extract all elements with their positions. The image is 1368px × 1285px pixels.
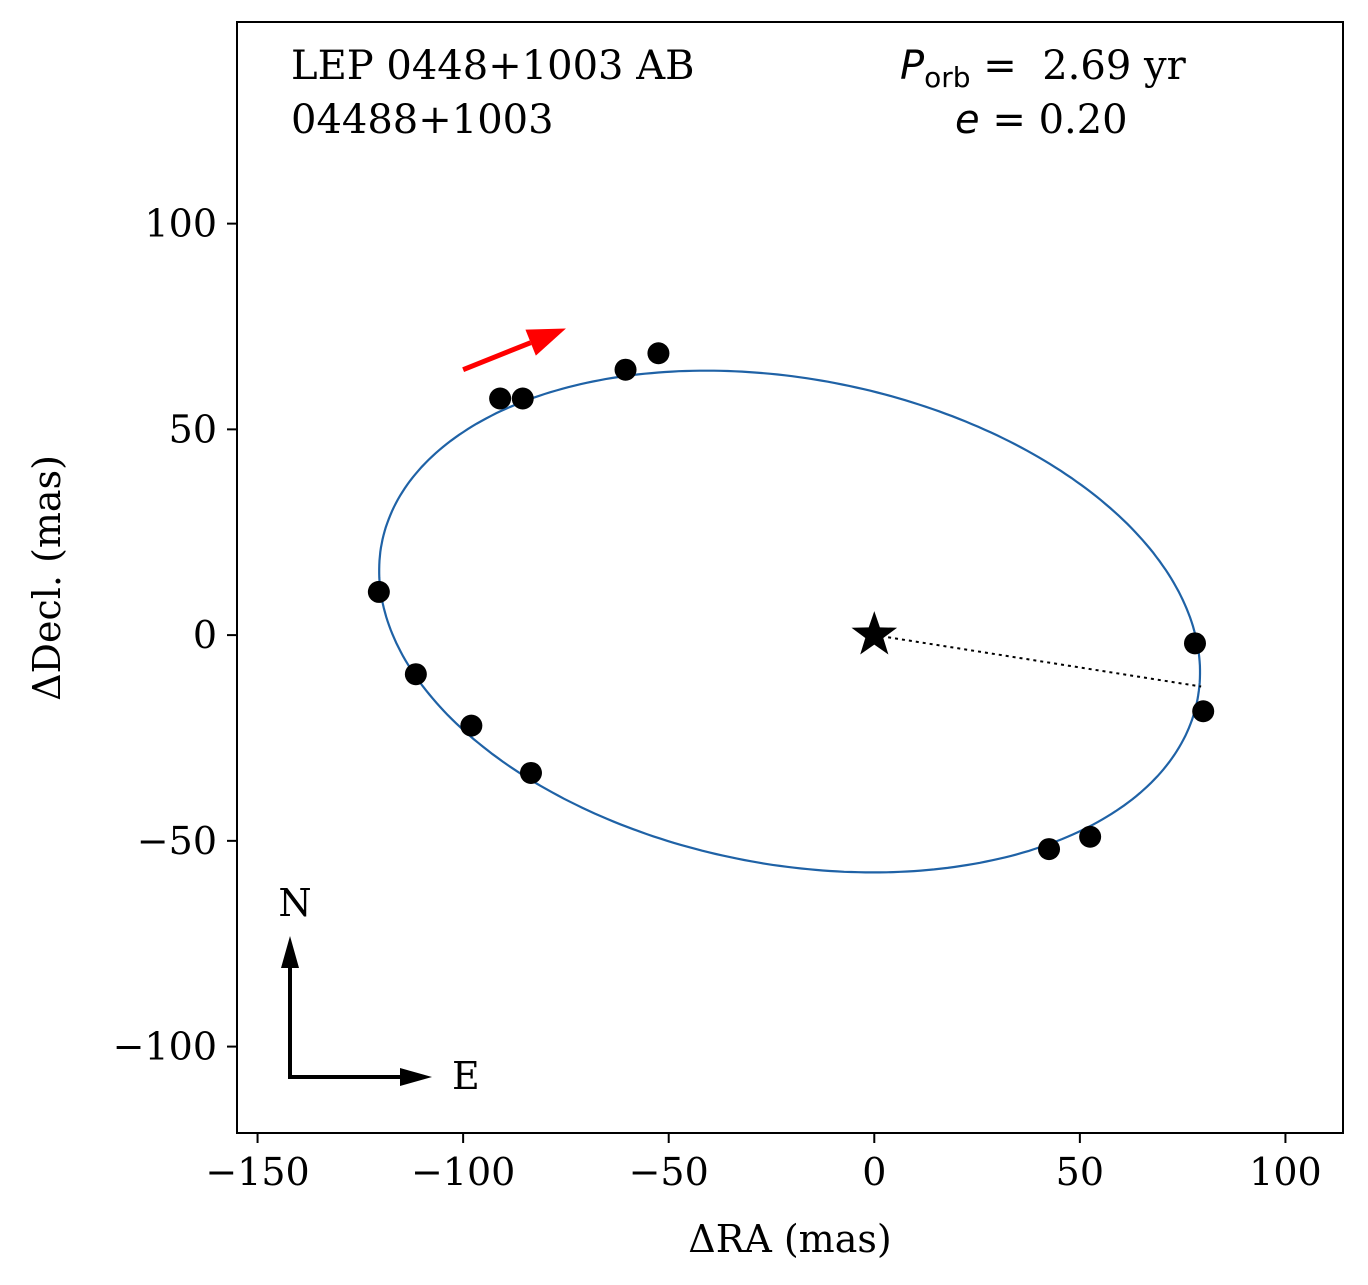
y-tick-label: 0 <box>193 613 217 657</box>
observation-point <box>460 714 483 737</box>
observation-point <box>1183 632 1206 655</box>
north-arrow-head <box>281 936 299 968</box>
periastron-line <box>874 634 1202 688</box>
x-tick-label: 0 <box>862 1150 886 1194</box>
period-value: 2.69 yr <box>1042 43 1186 89</box>
x-tick-label: 50 <box>1056 1150 1104 1194</box>
y-tick-label: −50 <box>137 819 217 863</box>
orbit-layer <box>378 328 1202 874</box>
observation-point <box>511 387 534 410</box>
y-axis: −100 −50 0 50 100 <box>113 202 237 1069</box>
compass: N E <box>278 881 479 1098</box>
motion-arrow-shaft <box>462 340 532 373</box>
motion-arrow-head <box>525 328 566 356</box>
x-tick-label: 100 <box>1249 1150 1322 1194</box>
primary-star-marker <box>851 611 898 655</box>
compass-east-label: E <box>452 1054 480 1098</box>
y-tick-label: 50 <box>169 407 217 451</box>
observation-point <box>614 358 637 381</box>
observation-point <box>489 387 512 410</box>
title-line-2: 04488+1003 <box>291 97 554 143</box>
x-axis: −150 −100 −50 0 50 100 <box>205 1133 1322 1194</box>
x-tick-label: −150 <box>205 1150 309 1194</box>
x-axis-label: ΔRA (mas) <box>688 1217 891 1261</box>
plot-frame <box>236 21 1344 1134</box>
observation-point <box>1192 700 1215 723</box>
title-line-1: LEP 0448+1003 AB <box>291 43 695 89</box>
period-symbol: P <box>900 43 925 89</box>
y-axis-label: ΔDecl. (mas) <box>25 455 69 701</box>
period-annotation: Porb = 2.69 yr <box>900 43 1187 94</box>
observations-layer <box>367 342 1215 861</box>
period-subscript: orb <box>924 61 970 94</box>
y-tick-label: 100 <box>144 202 217 246</box>
y-tick-label: −100 <box>113 1025 217 1069</box>
x-tick-label: −50 <box>629 1150 709 1194</box>
observation-point <box>519 761 542 784</box>
observation-point <box>404 663 427 686</box>
eccentricity-annotation: e = 0.20 <box>955 97 1128 143</box>
east-arrow-head <box>400 1068 432 1086</box>
observation-point <box>367 580 390 603</box>
observation-point <box>647 342 670 365</box>
eccentricity-symbol: e <box>955 97 980 143</box>
observation-point <box>1079 825 1102 848</box>
x-tick-label: −100 <box>411 1150 515 1194</box>
eccentricity-value: 0.20 <box>1039 97 1128 143</box>
eccentricity-equals: = <box>980 97 1039 143</box>
compass-north-label: N <box>278 881 311 925</box>
period-equals: = <box>971 43 1043 89</box>
observation-point <box>1038 838 1061 861</box>
orbit-ellipse <box>378 369 1202 874</box>
